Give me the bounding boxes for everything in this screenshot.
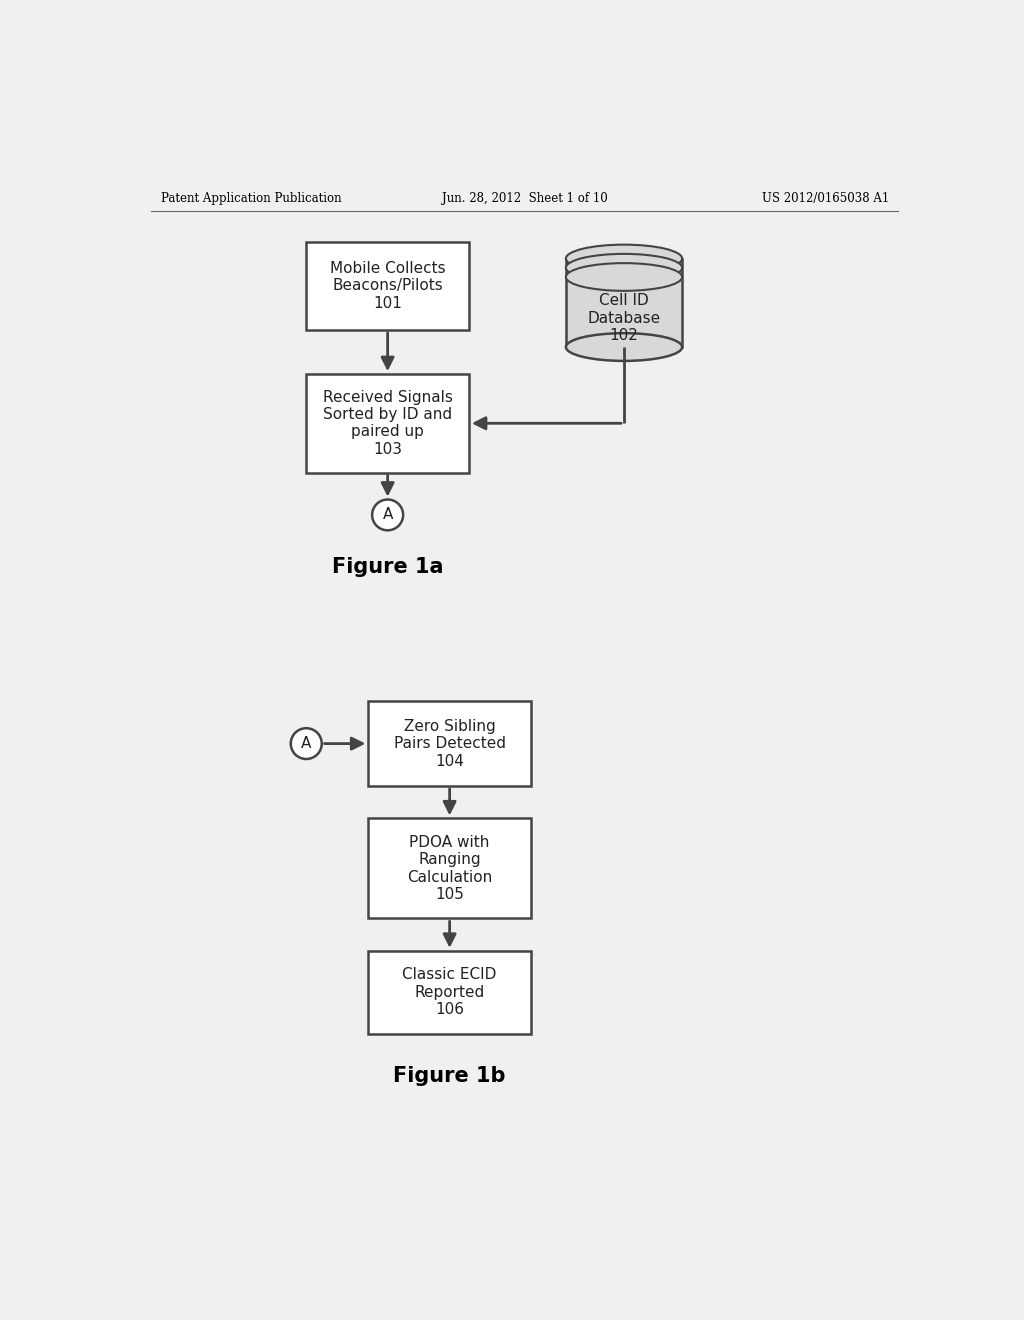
Text: Figure 1a: Figure 1a (332, 557, 443, 577)
Text: Cell ID
Database
102: Cell ID Database 102 (588, 293, 660, 343)
Bar (369, 818, 531, 919)
Text: Classic ECID
Reported
106: Classic ECID Reported 106 (402, 968, 497, 1018)
Text: Received Signals
Sorted by ID and
paired up
103: Received Signals Sorted by ID and paired… (323, 389, 453, 457)
Circle shape (372, 499, 403, 531)
Bar (306, 242, 469, 330)
Text: A: A (382, 507, 393, 523)
Circle shape (291, 729, 322, 759)
Bar (566, 259, 682, 347)
Text: Zero Sibling
Pairs Detected
104: Zero Sibling Pairs Detected 104 (393, 718, 506, 768)
Bar (369, 701, 531, 785)
Bar (306, 374, 469, 473)
Ellipse shape (566, 244, 682, 272)
Text: Patent Application Publication: Patent Application Publication (161, 191, 341, 205)
Bar (369, 950, 531, 1034)
Text: Mobile Collects
Beacons/Pilots
101: Mobile Collects Beacons/Pilots 101 (330, 261, 445, 310)
Text: US 2012/0165038 A1: US 2012/0165038 A1 (762, 191, 889, 205)
Text: PDOA with
Ranging
Calculation
105: PDOA with Ranging Calculation 105 (407, 834, 493, 902)
Ellipse shape (566, 333, 682, 360)
Text: A: A (301, 737, 311, 751)
Text: Jun. 28, 2012  Sheet 1 of 10: Jun. 28, 2012 Sheet 1 of 10 (442, 191, 607, 205)
Ellipse shape (566, 253, 682, 281)
Ellipse shape (566, 263, 682, 290)
Text: Figure 1b: Figure 1b (393, 1067, 506, 1086)
